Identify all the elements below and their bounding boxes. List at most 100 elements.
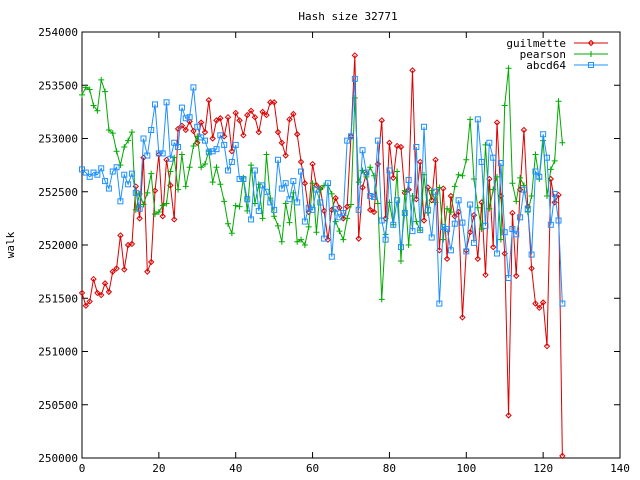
data-point-pearson bbox=[190, 142, 197, 149]
data-point-guilmette bbox=[259, 108, 266, 116]
data-point-abcd64 bbox=[201, 137, 208, 144]
series-line-abcd64 bbox=[81, 78, 563, 304]
data-point-abcd64 bbox=[136, 205, 143, 212]
data-point-guilmette bbox=[343, 203, 351, 210]
data-point-guilmette bbox=[109, 268, 116, 275]
data-point-pearson bbox=[509, 180, 516, 187]
data-point-guilmette bbox=[489, 243, 497, 251]
axis-ticks: 250000 250500 251000 251500 252000 252500 2530… bbox=[38, 26, 630, 475]
data-point-abcd64 bbox=[182, 115, 189, 122]
data-point-pearson bbox=[148, 170, 155, 177]
data-point-pearson bbox=[405, 242, 412, 248]
data-point-pearson bbox=[332, 218, 339, 225]
data-point-guilmette bbox=[159, 213, 166, 220]
data-point-pearson bbox=[163, 200, 170, 207]
data-point-abcd64 bbox=[478, 158, 485, 165]
data-point-pearson bbox=[201, 161, 208, 168]
data-point-guilmette bbox=[251, 113, 259, 121]
data-point-guilmette bbox=[505, 412, 512, 419]
data-point-pearson bbox=[474, 204, 481, 211]
data-point-pearson bbox=[513, 198, 520, 205]
data-point-pearson bbox=[490, 186, 497, 193]
data-point-pearson bbox=[298, 236, 305, 243]
data-point-abcd64 bbox=[501, 229, 508, 236]
data-point-abcd64 bbox=[374, 137, 381, 144]
data-point-abcd64 bbox=[390, 221, 397, 228]
data-point-guilmette bbox=[171, 216, 178, 223]
data-point-pearson bbox=[517, 174, 524, 181]
data-point-pearson bbox=[86, 86, 93, 93]
data-point-guilmette bbox=[121, 266, 128, 273]
data-point-pearson bbox=[467, 116, 474, 123]
series-layer bbox=[78, 52, 566, 460]
data-point-guilmette bbox=[482, 271, 489, 279]
data-point-abcd64 bbox=[225, 167, 232, 174]
series-pearson bbox=[79, 65, 566, 303]
data-point-pearson bbox=[263, 151, 270, 158]
data-point-abcd64 bbox=[524, 205, 531, 212]
data-point-abcd64 bbox=[125, 181, 132, 188]
data-point-guilmette bbox=[528, 265, 535, 272]
data-point-abcd64 bbox=[436, 300, 443, 307]
data-point-abcd64 bbox=[102, 178, 109, 185]
data-point-guilmette bbox=[263, 111, 270, 119]
data-point-abcd64 bbox=[217, 132, 224, 139]
data-point-pearson bbox=[251, 200, 258, 207]
data-point-pearson bbox=[171, 154, 178, 161]
data-point-abcd64 bbox=[144, 152, 151, 159]
data-point-abcd64 bbox=[363, 169, 370, 176]
data-point-pearson bbox=[286, 219, 293, 226]
data-point-guilmette bbox=[351, 52, 359, 59]
data-point-abcd64 bbox=[159, 150, 166, 157]
data-point-pearson bbox=[105, 126, 112, 133]
data-point-pearson bbox=[140, 201, 147, 208]
data-point-pearson bbox=[486, 205, 493, 212]
data-point-guilmette bbox=[224, 113, 232, 121]
legend-label-guilmette: guilmette bbox=[506, 37, 566, 50]
y-tick-label: 254000 bbox=[38, 26, 78, 39]
data-point-guilmette bbox=[413, 195, 420, 203]
data-point-pearson bbox=[132, 206, 139, 213]
data-point-pearson bbox=[317, 186, 324, 193]
x-tick-label: 40 bbox=[229, 462, 242, 475]
data-point-abcd64 bbox=[467, 201, 474, 208]
data-point-guilmette bbox=[82, 302, 90, 309]
data-point-pearson bbox=[198, 164, 205, 171]
plot-frame bbox=[81, 31, 621, 459]
data-point-abcd64 bbox=[409, 228, 416, 235]
data-point-pearson bbox=[444, 205, 451, 212]
data-point-abcd64 bbox=[417, 227, 424, 234]
x-tick-label: 120 bbox=[533, 462, 553, 475]
data-point-guilmette bbox=[551, 199, 558, 206]
data-point-pearson bbox=[497, 236, 504, 243]
data-point-pearson bbox=[82, 84, 89, 91]
data-point-guilmette bbox=[278, 139, 286, 146]
data-point-pearson bbox=[167, 168, 174, 175]
data-point-pearson bbox=[328, 190, 335, 197]
data-point-guilmette bbox=[151, 187, 159, 194]
data-point-abcd64 bbox=[79, 166, 85, 173]
y-tick-label: 250500 bbox=[38, 399, 78, 412]
data-point-guilmette bbox=[513, 272, 520, 280]
data-point-pearson bbox=[455, 171, 462, 178]
data-point-pearson bbox=[394, 168, 401, 175]
data-point-abcd64 bbox=[428, 234, 435, 241]
data-point-guilmette bbox=[205, 96, 213, 104]
data-point-pearson bbox=[90, 102, 97, 109]
data-point-guilmette bbox=[136, 215, 143, 222]
x-tick-label: 140 bbox=[610, 462, 630, 475]
data-point-guilmette bbox=[474, 255, 482, 263]
data-point-pearson bbox=[436, 184, 443, 191]
legend-marker-abcd64 bbox=[588, 62, 594, 68]
data-point-guilmette bbox=[247, 107, 255, 115]
data-point-abcd64 bbox=[186, 114, 193, 121]
data-point-guilmette bbox=[232, 109, 239, 117]
data-point-abcd64 bbox=[194, 123, 201, 130]
data-point-guilmette bbox=[386, 139, 393, 146]
data-point-abcd64 bbox=[175, 144, 182, 151]
data-point-guilmette bbox=[182, 126, 189, 134]
data-point-guilmette bbox=[290, 110, 297, 118]
data-point-abcd64 bbox=[290, 178, 297, 185]
data-point-guilmette bbox=[313, 182, 320, 189]
data-point-abcd64 bbox=[505, 275, 512, 282]
